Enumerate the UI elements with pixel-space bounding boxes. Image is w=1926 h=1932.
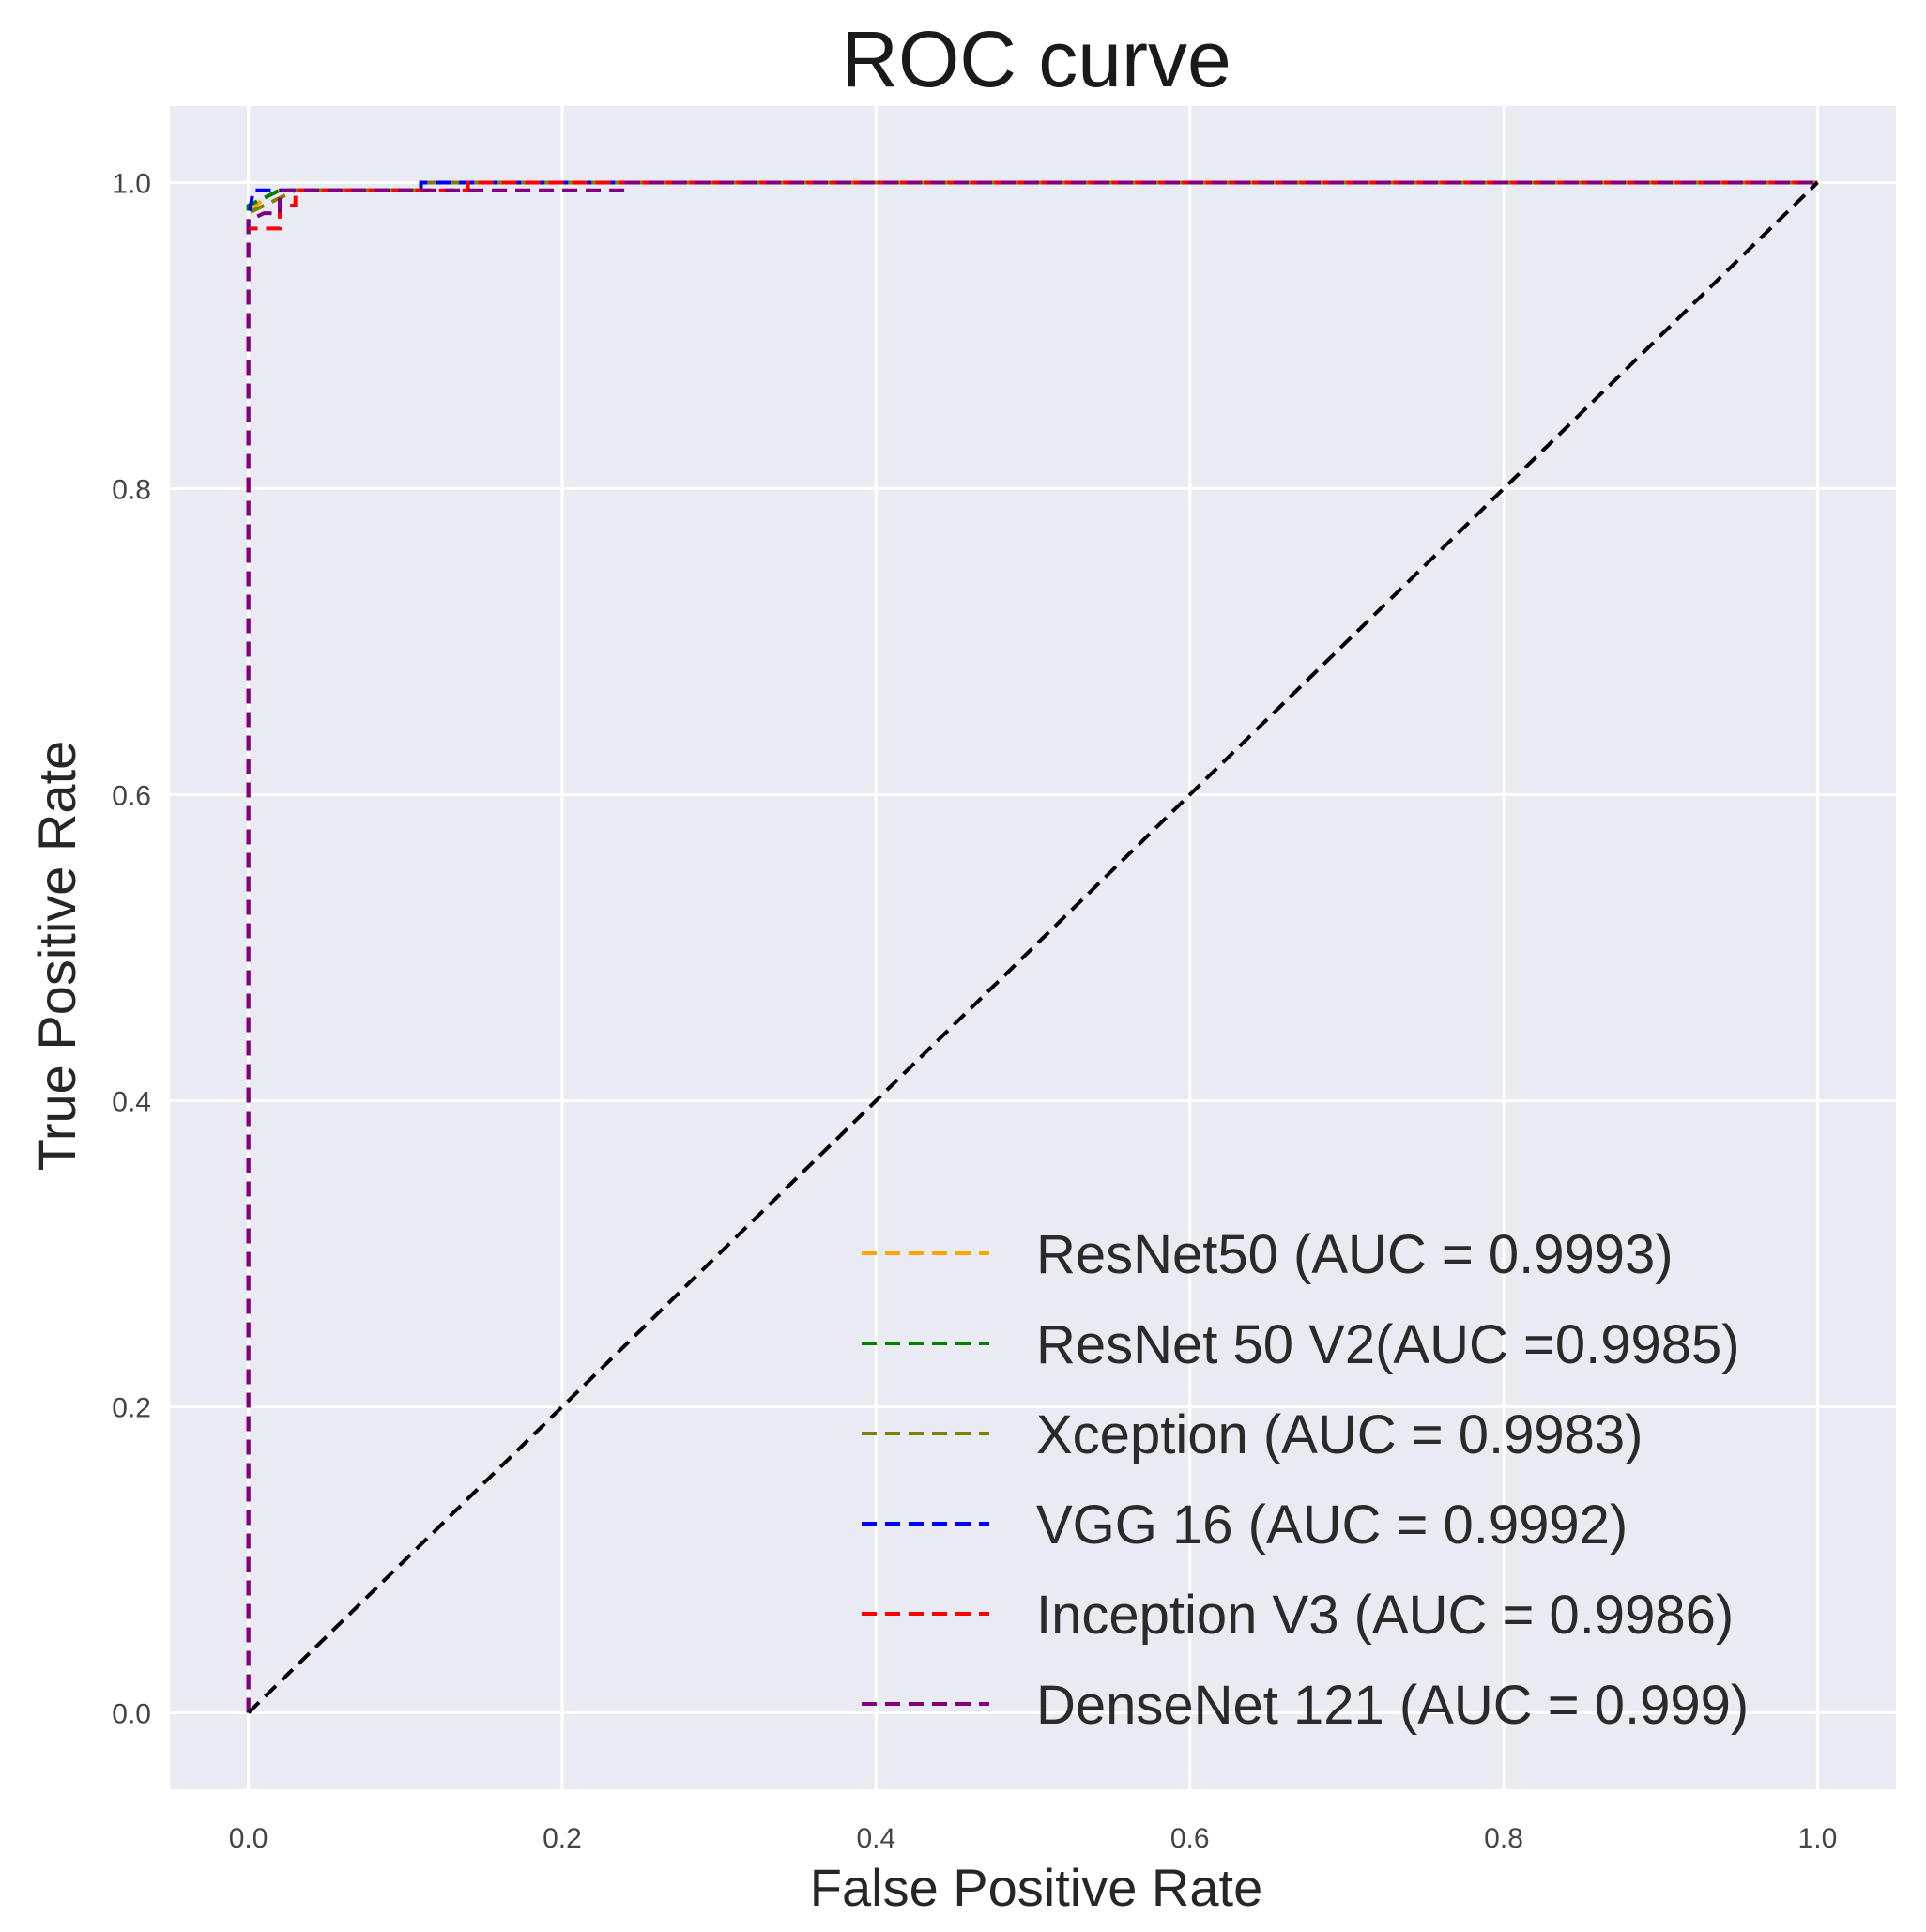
y-tick-label: 0.8: [112, 475, 151, 506]
x-axis-label: False Positive Rate: [810, 1858, 1262, 1917]
legend-label-vgg: VGG 16 (AUC = 0.9992): [1036, 1495, 1628, 1556]
series-line-vgg: [246, 180, 1818, 1713]
legend-label-xception: Xception (AUC = 0.9983): [1036, 1404, 1643, 1465]
series-line-inception: [246, 180, 1818, 1713]
x-tick-label: 0.8: [1484, 1823, 1523, 1854]
legend-label-resnet50: ResNet50 (AUC = 0.9993): [1036, 1224, 1674, 1285]
plot-background: [170, 106, 1896, 1789]
legend-label-resnet: ResNet 50 V2(AUC =0.9985): [1036, 1314, 1740, 1375]
x-tick-label: 0.6: [1170, 1823, 1210, 1854]
series-line-densenet: [246, 180, 1818, 1713]
x-tick-labels: 0.0 0.2 0.4 0.6 0.8 1.0: [229, 1823, 1838, 1854]
series-lines: [246, 180, 1819, 1714]
legend: ResNet50 (AUC = 0.9993) ResNet 50 V2(AUC …: [862, 1224, 1749, 1736]
y-tick-labels: 0.0 0.2 0.4 0.6 0.8 1.0: [112, 169, 151, 1730]
series-line-chance: [247, 181, 1819, 1714]
x-tick-label: 0.4: [856, 1823, 895, 1854]
legend-label-inception: Inception V3 (AUC = 0.9986): [1036, 1585, 1734, 1646]
legend-label-densenet: DenseNet 121 (AUC = 0.999): [1036, 1675, 1749, 1736]
x-tick-label: 1.0: [1798, 1823, 1838, 1854]
y-tick-label: 0.0: [112, 1699, 151, 1730]
y-tick-label: 0.2: [112, 1393, 151, 1424]
y-tick-label: 0.4: [112, 1087, 151, 1118]
chart-title: ROC curve: [841, 15, 1230, 103]
y-tick-label: 1.0: [112, 169, 151, 200]
y-tick-label: 0.6: [112, 781, 151, 812]
x-tick-label: 0.0: [229, 1823, 268, 1854]
y-axis-label: True Positive Rate: [27, 741, 86, 1172]
x-tick-label: 0.2: [543, 1823, 582, 1854]
